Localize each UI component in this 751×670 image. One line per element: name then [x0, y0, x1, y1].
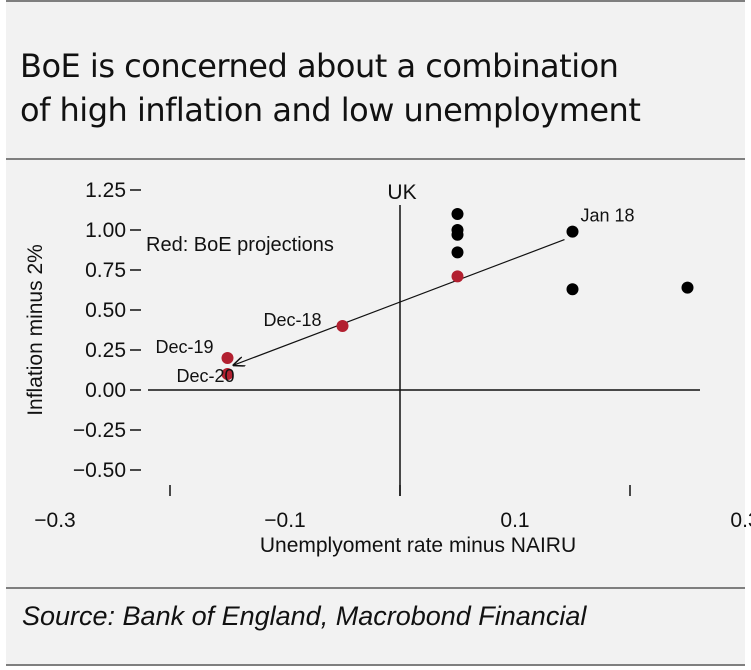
point-annotation: Dec-19: [155, 337, 213, 357]
projection-point: [221, 368, 234, 380]
title-line-2: of high inflation and low unemployment: [20, 91, 641, 129]
projection-note: Red: BoE projections: [146, 234, 334, 256]
y-tick-label: 0.50: [85, 299, 126, 322]
title-line-1: BoE is concerned about a combination: [20, 47, 619, 85]
y-tick-label: 1.25: [85, 179, 126, 202]
source-note: Source: Bank of England, Macrobond Finan…: [22, 601, 587, 631]
history-point: [451, 208, 464, 220]
projection-point: [221, 352, 234, 364]
x-tick-label: 0.3: [730, 509, 751, 532]
chart-card: BoE is concerned about a combination of …: [6, 0, 745, 666]
projection-point: [451, 270, 464, 283]
x-tick-label: 0.1: [500, 509, 529, 532]
title-divider: [6, 158, 745, 160]
point-annotation: Jan 18: [581, 206, 635, 226]
x-tick-label: −0.3: [34, 509, 75, 532]
y-axis-title: Inflation minus 2%: [24, 244, 47, 416]
y-tick-label: 1.00: [85, 219, 126, 242]
y-tick-label: 0.00: [85, 379, 126, 402]
chart-title: BoE is concerned about a combination of …: [20, 44, 740, 132]
y-tick-label: −0.50: [73, 459, 126, 482]
x-tick-label: −0.1: [264, 509, 305, 532]
projection-point: [336, 320, 349, 332]
x-axis-title: Unemplyoment rate minus NAIRU: [260, 534, 576, 557]
source-divider: [6, 587, 745, 589]
y-tick-label: 0.25: [85, 339, 126, 362]
y-tick-label: 0.75: [85, 259, 126, 282]
history-point: [681, 281, 694, 294]
point-annotation: Dec-20: [176, 366, 234, 386]
history-point: [451, 246, 464, 259]
point-annotation: Dec-18: [263, 310, 321, 330]
y-tick-label: −0.25: [73, 419, 126, 442]
trend-arrow: [234, 239, 565, 366]
uk-axis-label: UK: [387, 181, 416, 204]
history-point: [451, 228, 464, 241]
history-point: [566, 283, 579, 296]
history-point: [566, 225, 579, 238]
